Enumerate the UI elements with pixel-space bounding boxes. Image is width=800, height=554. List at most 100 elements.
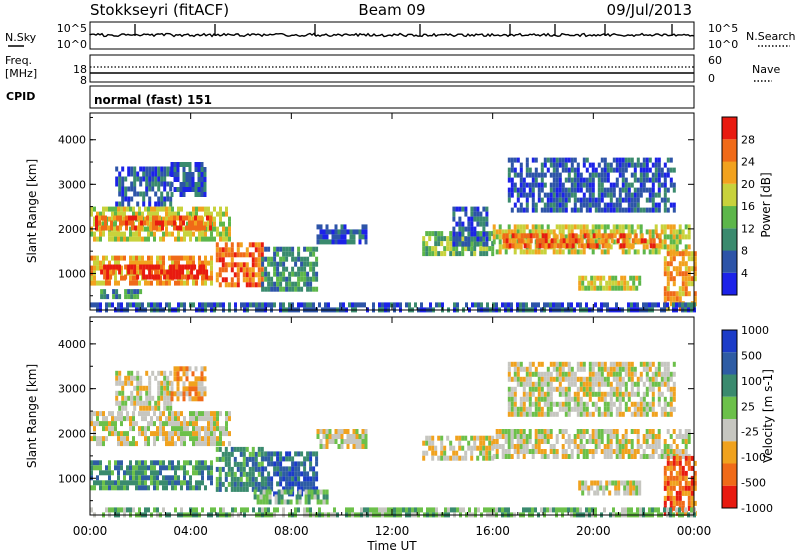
heatmap-cell [561, 376, 565, 382]
heatmap-cell [449, 251, 453, 257]
heatmap-cell [222, 302, 225, 308]
heatmap-cell [594, 376, 598, 382]
heatmap-cell [567, 391, 571, 397]
heatmap-cell [603, 361, 607, 367]
heatmap-cell [546, 197, 550, 203]
heatmap-cell [588, 376, 592, 382]
heatmap-cell [610, 238, 614, 244]
heatmap-cell [227, 461, 231, 467]
heatmap-cell [639, 229, 643, 235]
heatmap-cell [198, 465, 201, 471]
heatmap-cell [621, 187, 625, 193]
heatmap-cell [600, 396, 604, 402]
heatmap-cell [155, 220, 158, 226]
heatmap-cell [90, 416, 93, 422]
noise-sky-line [89, 32, 695, 38]
heatmap-cell [106, 264, 110, 270]
heatmap-cell [103, 294, 107, 300]
heatmap-cell [440, 445, 444, 451]
heatmap-cell [114, 421, 117, 427]
heatmap-cell [525, 449, 529, 454]
heatmap-cell [549, 207, 553, 213]
heatmap-cell [176, 366, 180, 372]
heatmap-cell [283, 489, 287, 495]
heatmap-cell [516, 361, 520, 367]
heatmap-cell [96, 465, 99, 471]
heatmap-cell [528, 396, 532, 402]
heatmap-cell [516, 366, 520, 372]
heatmap-cell [596, 275, 600, 281]
heatmap-cell [535, 243, 539, 249]
heatmap-cell [564, 401, 568, 407]
heatmap-cell [102, 231, 105, 237]
heatmap-cell [577, 238, 581, 244]
heatmap-cell [165, 436, 168, 442]
heatmap-cell [300, 486, 304, 492]
heatmap-cell [160, 380, 164, 386]
heatmap-cell [672, 244, 676, 250]
heatmap-cell [192, 280, 195, 286]
heatmap-cell [357, 302, 360, 308]
heatmap-cell [173, 225, 176, 231]
heatmap-cell [120, 441, 123, 447]
heatmap-cell [150, 216, 153, 222]
heatmap-cell [195, 436, 198, 442]
heatmap-cell [422, 246, 426, 252]
heatmap-cell [666, 485, 670, 491]
heatmap-cell [93, 221, 96, 227]
heatmap-cell [136, 400, 140, 406]
heatmap-cell [233, 471, 237, 477]
heatmap-cell [464, 226, 468, 232]
heatmap-cell [591, 162, 595, 168]
heatmap-cell [580, 243, 584, 249]
heatmap-cell [672, 500, 676, 506]
heatmap-cell [642, 381, 646, 387]
heatmap-cell [582, 449, 586, 454]
heatmap-cell [156, 416, 159, 422]
heatmap-cell [663, 302, 666, 308]
heatmap-cell [537, 371, 541, 377]
heatmap-cell [678, 251, 682, 257]
heatmap-cell [133, 375, 137, 381]
heatmap-cell [603, 366, 607, 372]
heatmap-cell [504, 449, 508, 454]
heatmap-cell [675, 234, 679, 240]
heatmap-cell [166, 196, 170, 202]
heatmap-cell [540, 434, 544, 439]
heatmap-cell [588, 192, 592, 198]
heatmap-cell [541, 238, 545, 244]
heatmap-cell [552, 172, 556, 178]
heatmap-cell [189, 436, 192, 442]
heatmap-cell [384, 302, 387, 308]
heatmap-cell [621, 157, 625, 163]
heatmap-cell [153, 421, 156, 427]
heatmap-cell [593, 275, 597, 281]
heatmap-cell [627, 207, 631, 213]
heatmap-cell [270, 302, 273, 308]
heatmap-cell [638, 480, 642, 486]
heatmap-cell [485, 216, 489, 222]
heatmap-cell [279, 456, 283, 462]
heatmap-cell [300, 481, 304, 487]
heatmap-cell [687, 302, 690, 308]
heatmap-cell [145, 390, 149, 396]
heatmap-cell [172, 274, 176, 280]
heatmap-cell [549, 302, 552, 308]
heatmap-cell [168, 411, 171, 417]
colorbar-tick-label: 500 [741, 349, 762, 362]
heatmap-cell [660, 182, 664, 188]
heatmap-cell [96, 280, 99, 286]
heatmap-cell [648, 507, 651, 513]
heatmap-cell [165, 480, 168, 486]
heatmap-cell [146, 215, 149, 221]
heatmap-cell [534, 449, 538, 454]
heatmap-cell [630, 302, 633, 308]
heatmap-cell [627, 302, 630, 308]
heatmap-cell [669, 485, 673, 491]
heatmap-cell [589, 243, 593, 249]
heatmap-cell [621, 177, 625, 183]
heatmap-cell [219, 231, 222, 237]
heatmap-cell [204, 260, 207, 266]
heatmap-cell [343, 439, 347, 444]
heatmap-cell [615, 302, 618, 308]
